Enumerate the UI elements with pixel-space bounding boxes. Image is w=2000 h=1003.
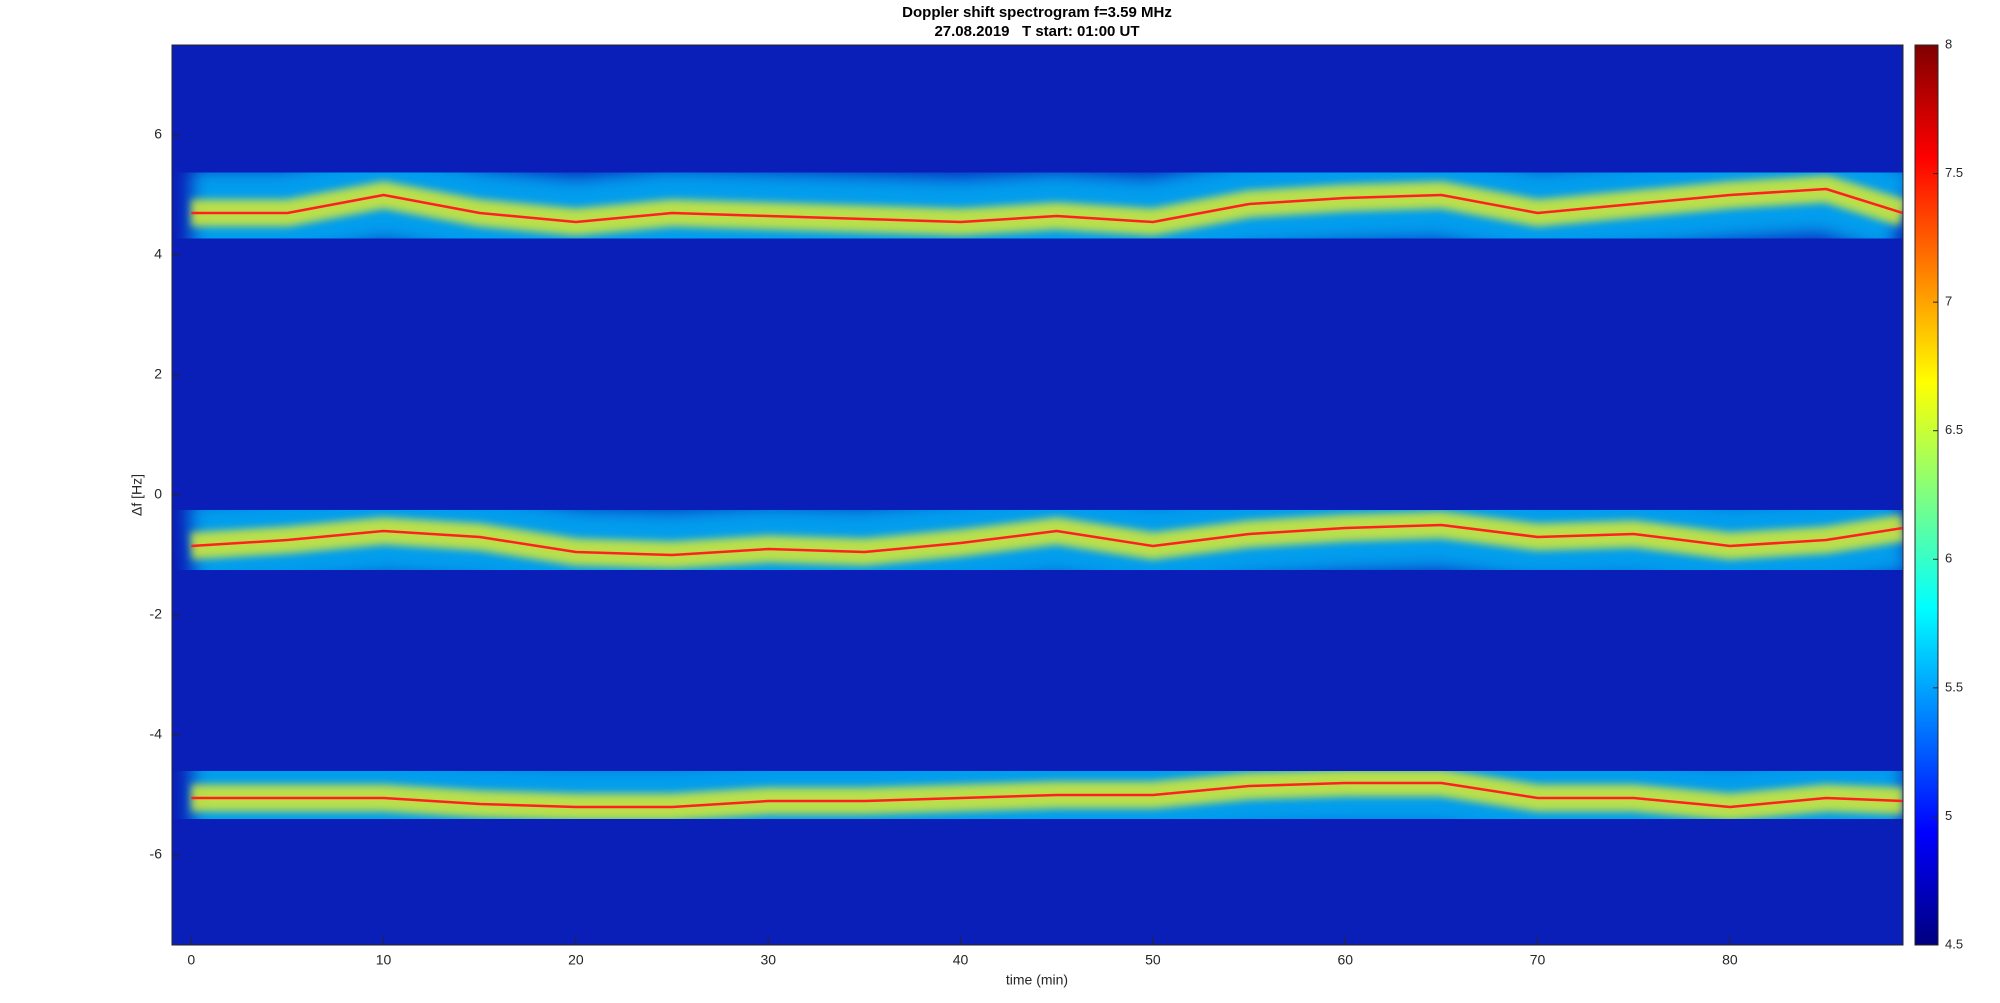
x-tick-label: 70 (1530, 952, 1546, 968)
x-tick-label: 10 (376, 952, 392, 968)
colorbar-tick-label: 7.5 (1945, 165, 1963, 180)
y-tick-label: 6 (154, 126, 162, 142)
colorbar-tick-label: 5.5 (1945, 679, 1963, 694)
trace-line (191, 523, 1903, 557)
y-tick-label: 2 (154, 366, 162, 382)
colorbar-tick-label: 4.5 (1945, 936, 1963, 951)
x-tick-label: 80 (1722, 952, 1738, 968)
trace-line (191, 187, 1903, 224)
chart-subtitle: 27.08.2019 T start: 01:00 UT (934, 23, 1139, 40)
colorbar (1914, 44, 1939, 946)
x-tick-label: 50 (1145, 952, 1161, 968)
y-tick-label: -6 (150, 846, 163, 862)
y-axis-label: Δf [Hz] (129, 474, 145, 516)
x-tick-label: 40 (953, 952, 969, 968)
x-axis-label: time (min) (1006, 972, 1068, 988)
trace-line (191, 781, 1903, 809)
x-tick-label: 20 (568, 952, 584, 968)
y-tick-label: 0 (154, 486, 162, 502)
x-tick-label: 60 (1337, 952, 1353, 968)
colorbar-tick-label: 8 (1945, 36, 1952, 51)
colorbar-tick-label: 5 (1945, 808, 1952, 823)
chart-title: Doppler shift spectrogram f=3.59 MHz (902, 4, 1172, 21)
y-tick-label: 4 (154, 246, 162, 262)
colorbar-tick-label: 6.5 (1945, 422, 1963, 437)
y-tick-label: -4 (150, 726, 163, 742)
colorbar-tick-label: 6 (1945, 551, 1952, 566)
plot-area (188, 144, 1903, 852)
x-tick-label: 0 (187, 952, 195, 968)
x-tick-label: 30 (760, 952, 776, 968)
colorbar-tick-label: 7 (1945, 294, 1952, 309)
y-tick-label: -2 (150, 606, 163, 622)
